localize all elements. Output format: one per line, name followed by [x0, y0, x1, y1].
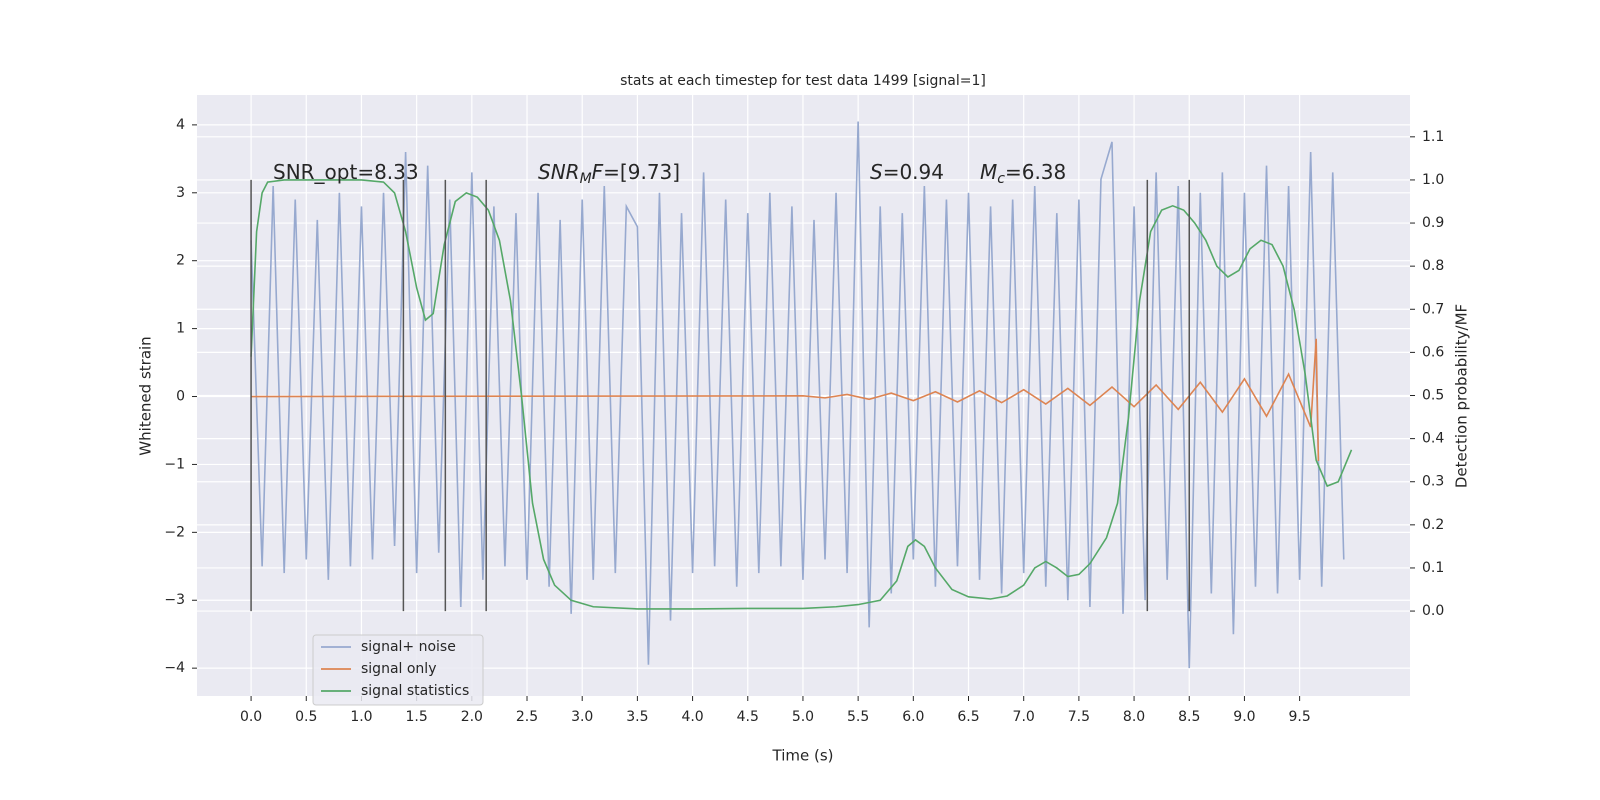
- annotation-part: F: [592, 160, 604, 184]
- y2-axis-label: Detection probability/MF: [1453, 304, 1471, 488]
- y-tick-label: −1: [164, 456, 185, 472]
- annotation: Mc=6.38: [980, 160, 1066, 188]
- x-tick-label: 3.0: [571, 709, 593, 725]
- y-tick-label: −2: [164, 524, 185, 540]
- y2-tick-label: 0.5: [1422, 388, 1444, 404]
- legend-box: [312, 634, 484, 706]
- y-tick-label: 0: [176, 389, 185, 405]
- y2-tick-label: 0.9: [1422, 215, 1444, 231]
- annotation-part: =[9.73]: [603, 160, 680, 184]
- annotation-part: SNR_opt=8.33: [273, 160, 419, 184]
- y-tick-label: −4: [164, 660, 185, 676]
- x-tick-label: 9.0: [1233, 709, 1255, 725]
- annotation-part: S: [870, 160, 883, 184]
- y2-tick-label: 0.1: [1422, 560, 1444, 576]
- y-tick-label: 2: [176, 253, 185, 269]
- annotation: S=0.94: [870, 160, 944, 184]
- annotation-part: c: [997, 171, 1005, 187]
- x-tick-label: 5.0: [792, 709, 814, 725]
- annotation-part: =0.94: [883, 160, 944, 184]
- annotation-part: M: [580, 171, 592, 187]
- x-tick-label: 1.0: [350, 709, 372, 725]
- y-axis-label: Whitened strain: [137, 336, 155, 455]
- y2-tick-label: 0.8: [1422, 258, 1444, 274]
- annotation: SNRMF=[9.73]: [538, 160, 680, 188]
- x-tick-label: 7.0: [1013, 709, 1035, 725]
- y2-tick-label: 1.1: [1422, 129, 1444, 145]
- x-tick-label: 3.5: [626, 709, 648, 725]
- x-tick-label: 6.5: [957, 709, 979, 725]
- x-tick-label: 5.5: [847, 709, 869, 725]
- y2-tick-label: 0.6: [1422, 344, 1444, 360]
- chart-title: stats at each timestep for test data 149…: [620, 73, 986, 89]
- x-tick-label: 4.0: [681, 709, 703, 725]
- y2-tick-label: 0.0: [1422, 603, 1444, 619]
- x-tick-label: 0.5: [295, 709, 317, 725]
- y2-tick-label: 1.0: [1422, 172, 1444, 188]
- x-tick-label: 1.5: [406, 709, 428, 725]
- series-line: [251, 338, 1320, 462]
- y2-tick-label: 0.2: [1422, 517, 1444, 533]
- y2-tick-label: 0.4: [1422, 431, 1444, 447]
- x-tick-label: 7.5: [1068, 709, 1090, 725]
- x-tick-label: 6.0: [902, 709, 924, 725]
- x-tick-label: 0.0: [240, 709, 262, 725]
- legend-label: signal+ noise: [361, 639, 456, 655]
- x-axis-label: Time (s): [772, 747, 834, 765]
- legend-label: signal statistics: [361, 683, 469, 699]
- y-tick-label: −3: [164, 592, 185, 608]
- x-tick-label: 4.5: [737, 709, 759, 725]
- x-tick-label: 2.0: [461, 709, 483, 725]
- y-tick-label: 4: [176, 117, 185, 133]
- x-tick-label: 2.5: [516, 709, 538, 725]
- x-tick-label: 9.5: [1288, 709, 1310, 725]
- y-tick-label: 3: [176, 185, 185, 201]
- x-tick-label: 8.5: [1178, 709, 1200, 725]
- x-tick-label: 8.0: [1123, 709, 1145, 725]
- annotation-part: M: [980, 160, 997, 184]
- annotation: SNR_opt=8.33: [273, 160, 419, 184]
- y2-tick-label: 0.3: [1422, 474, 1444, 490]
- annotation-part: =6.38: [1005, 160, 1066, 184]
- y2-tick-label: 0.7: [1422, 301, 1444, 317]
- annotation-part: SNR: [538, 160, 580, 184]
- legend-label: signal only: [361, 661, 436, 677]
- series-line: [250, 179, 1353, 610]
- series-line: [250, 121, 1345, 669]
- y-tick-label: 1: [176, 321, 185, 337]
